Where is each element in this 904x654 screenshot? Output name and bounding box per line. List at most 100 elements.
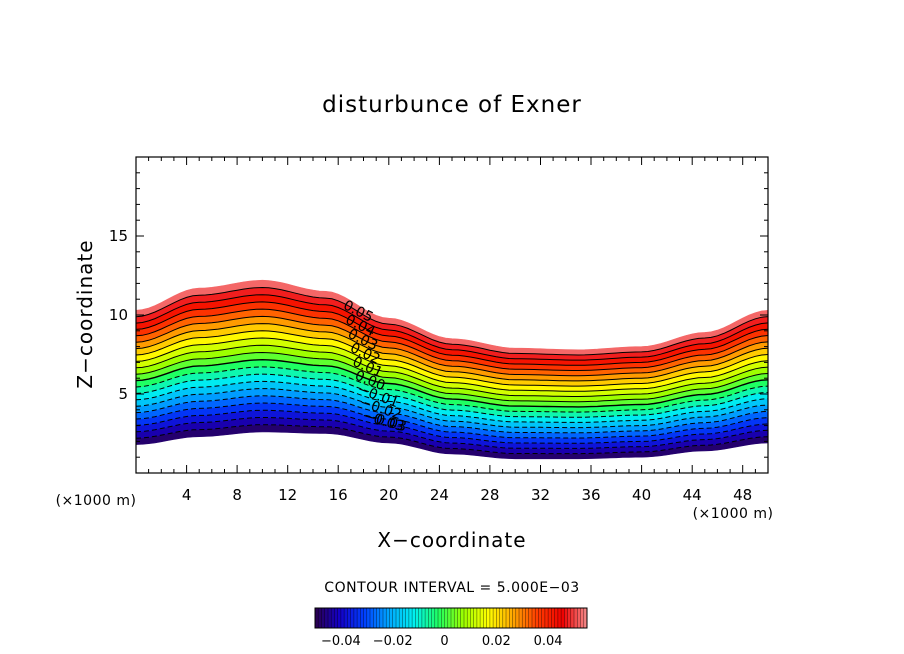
plot-area <box>135 279 769 460</box>
colorbar-segment <box>551 608 556 628</box>
colorbar-segment <box>480 608 484 628</box>
colorbar-segment <box>574 608 578 628</box>
colorbar-segment <box>538 608 543 628</box>
x-tick-label: 8 <box>232 486 242 504</box>
contour-line <box>135 344 769 397</box>
colorbar-tick-label: −0.02 <box>373 634 413 649</box>
contour-line <box>135 409 769 444</box>
colorbar-segment <box>360 608 364 628</box>
colorbar-tick-label: 0.04 <box>534 634 563 649</box>
colorbar-frame <box>314 607 588 629</box>
contour-line <box>135 330 769 387</box>
colorbar-segment <box>379 608 384 628</box>
colorbar-segment <box>583 608 588 628</box>
colorbar-segment <box>366 608 371 628</box>
colorbar-segment <box>544 608 549 628</box>
colorbar-segment <box>564 608 568 628</box>
contour-line <box>135 294 769 361</box>
colorbar-segment <box>324 608 329 628</box>
contour-interval-text: CONTOUR INTERVAL = 5.000E−03 <box>324 580 579 596</box>
colorbar-segment <box>496 608 500 628</box>
contour-line <box>135 315 769 377</box>
colorbar-segment <box>370 608 374 628</box>
contour-line <box>135 417 769 449</box>
x-tick-label: 16 <box>329 486 348 504</box>
colorbar-segment <box>363 608 368 628</box>
y-tick-label: 10 <box>109 306 128 324</box>
x-tick-label: 28 <box>480 486 499 504</box>
y-tick-label: 5 <box>118 385 128 403</box>
colorbar-segment <box>522 608 526 628</box>
colorbar-segment <box>408 608 413 628</box>
contour-line <box>135 424 769 455</box>
contour-line <box>135 286 769 356</box>
y-axis-label: Z−coordinate <box>73 239 97 388</box>
contour-line <box>135 323 769 382</box>
contour-line <box>135 373 769 418</box>
colorbar-segment <box>454 608 458 628</box>
x-tick-label: 44 <box>683 486 702 504</box>
colorbar-segment <box>463 608 468 628</box>
colorbar-segment <box>460 608 465 628</box>
colorbar-segment <box>557 608 562 628</box>
colorbar-segment <box>347 608 352 628</box>
contour-line <box>135 308 769 371</box>
colorbar-segment <box>489 608 494 628</box>
colorbar-segment <box>395 608 400 628</box>
colorbar-segment <box>548 608 552 628</box>
colorbar-segment <box>525 608 530 628</box>
colorbar-segment <box>412 608 416 628</box>
colorbar-segment <box>502 608 507 628</box>
colorbar-segment <box>519 608 523 628</box>
colorbar-segment <box>327 608 332 628</box>
colorbar-segment <box>405 608 410 628</box>
colorbar-segment <box>473 608 478 628</box>
x-axis-label: X−coordinate <box>377 528 526 552</box>
contour-line <box>135 388 769 429</box>
colorbar-segment <box>541 608 546 628</box>
colorbar-segment <box>577 608 581 628</box>
colorbar-segment <box>457 608 462 628</box>
colorbar-segment <box>580 608 585 628</box>
colorbar-segment <box>344 608 348 628</box>
colorbar-segment <box>353 608 358 628</box>
colorbar-segment <box>486 608 491 628</box>
colorbar-segment <box>528 608 533 628</box>
colorbar-segment <box>376 608 381 628</box>
colorbar-segment <box>499 608 504 628</box>
colorbar-segment <box>535 608 539 628</box>
colorbar-segment <box>515 608 520 628</box>
colorbar-segment <box>318 608 322 628</box>
colorbar-segment <box>441 608 445 628</box>
colorbar-segment <box>402 608 407 628</box>
colorbar-segment <box>483 608 488 628</box>
colorbar-segment <box>418 608 423 628</box>
colorbar-segment <box>340 608 345 628</box>
x-tick-label: 4 <box>182 486 192 504</box>
contour-line <box>135 380 769 423</box>
colorbar-segment <box>315 608 319 628</box>
colorbar-segment <box>570 608 575 628</box>
colorbar-segment <box>425 608 429 628</box>
colorbar-segment <box>531 608 536 628</box>
colorbar-segment <box>431 608 436 628</box>
y-tick-label: 15 <box>109 227 128 245</box>
colorbar-segment <box>386 608 390 628</box>
colorbar-segment <box>334 608 339 628</box>
x-axis-unit: (×1000 m) <box>693 506 774 522</box>
contour-line <box>135 366 769 413</box>
colorbar-segment <box>389 608 394 628</box>
colorbar-segment <box>373 608 377 628</box>
colorbar-segment <box>493 608 497 628</box>
colorbar-segment <box>392 608 397 628</box>
colorbar-segment <box>509 608 513 628</box>
colorbar-segment <box>421 608 426 628</box>
colorbar-segment <box>470 608 475 628</box>
x-tick-label: 20 <box>379 486 398 504</box>
colorbar-segment <box>451 608 455 628</box>
colorbar-segment <box>383 608 387 628</box>
contour-line <box>135 395 769 434</box>
x-tick-label: 24 <box>430 486 449 504</box>
colorbar-segment <box>444 608 449 628</box>
